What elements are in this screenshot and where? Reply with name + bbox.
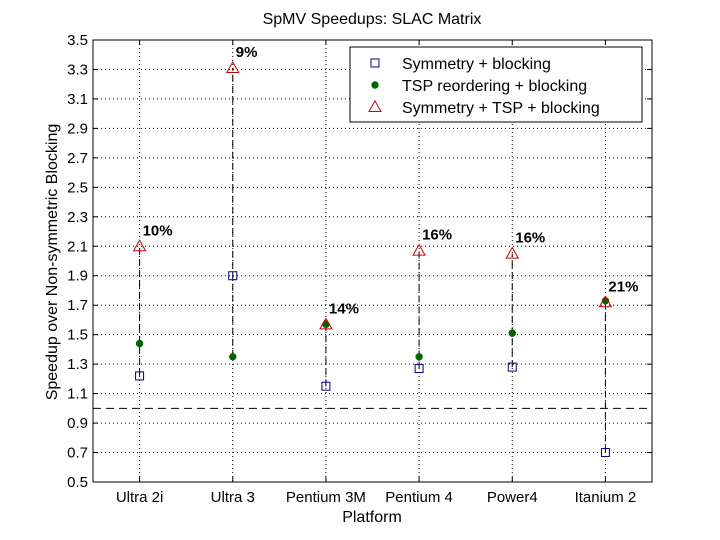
legend-marker-dot [371,81,379,89]
legend-marker-square [370,58,380,68]
x-axis-label: Platform [342,509,402,526]
y-tick-label: 3.3 [67,61,88,78]
y-tick-label: 3.1 [67,91,88,108]
x-tick-label: Pentium 3M [286,489,366,506]
x-tick-label: Itanium 2 [575,489,637,506]
y-tick-label: 2.9 [67,120,88,137]
y-tick-label: 1.7 [67,297,88,314]
percent-annotation: 10% [143,222,173,239]
plot-frame [92,39,653,483]
y-tick-label: 2.7 [67,150,88,167]
data-point-square [600,448,610,458]
legend: Symmetry + blocking TSP reordering + bloc… [349,46,643,123]
percent-annotation: 16% [422,227,452,244]
data-point-triangle [505,246,520,259]
x-tick-label: Pentium 4 [385,489,453,506]
data-point-square [135,371,145,381]
data-point-square [228,271,238,281]
legend-box [349,46,643,123]
y-tick-label: 0.7 [67,445,88,462]
x-tick-label: Ultra 2i [116,489,164,506]
legend-entry-label: Symmetry + blocking [402,56,551,73]
annotations: 10% 9% 14% 16% 16% 21% [143,44,639,317]
y-tick-label: 3.5 [67,32,88,49]
markers [132,60,613,458]
y-tick-label: 1.5 [67,327,88,344]
y-tick-label: 0.9 [67,415,88,432]
y-tick-label: 2.3 [67,209,88,226]
y-axis-label: Speedup over Non-symmetric Blocking [44,124,61,401]
x-axis-ticks: Ultra 2i Ultra 3 Pentium 3M Pentium 4 Power4… [116,40,636,506]
chart-title: SpMV Speedups: SLAC Matrix [263,11,482,28]
y-tick-label: 2.5 [67,179,88,196]
data-point-square [321,381,331,391]
percent-annotation: 21% [608,278,638,295]
percent-annotation: 9% [236,44,258,61]
y-tick-label: 1.9 [67,268,88,285]
data-point-triangle [412,243,426,256]
data-point-triangle [319,317,333,330]
x-tick-label: Power4 [487,489,538,506]
legend-marker-triangle [368,99,382,112]
legend-entry-label: Symmetry + TSP + blocking [402,100,600,117]
legend-entry-label: TSP reordering + blocking [402,78,587,95]
y-tick-label: 2.1 [67,238,88,255]
data-point-square [507,362,517,372]
y-tick-label: 0.5 [67,474,88,491]
y-tick-label: 1.1 [67,386,88,403]
percent-annotation: 14% [329,300,359,317]
data-point-dot [508,329,516,337]
y-tick-label: 1.3 [67,356,88,373]
stems [139,67,606,453]
data-point-dot [135,339,144,348]
data-point-triangle [598,295,613,308]
percent-annotation: 16% [515,230,545,247]
data-point-dot [229,353,237,361]
x-tick-label: Ultra 3 [211,489,255,506]
data-point-triangle [132,239,147,252]
data-point-square [414,364,424,374]
data-point-dot [415,353,423,361]
y-axis-ticks: 0.5 0.7 0.9 1.1 1.3 1.5 1.7 1.9 2.1 2.3 2.5 2.7 2.9 3… [67,32,652,491]
data-point-triangle [225,60,240,73]
